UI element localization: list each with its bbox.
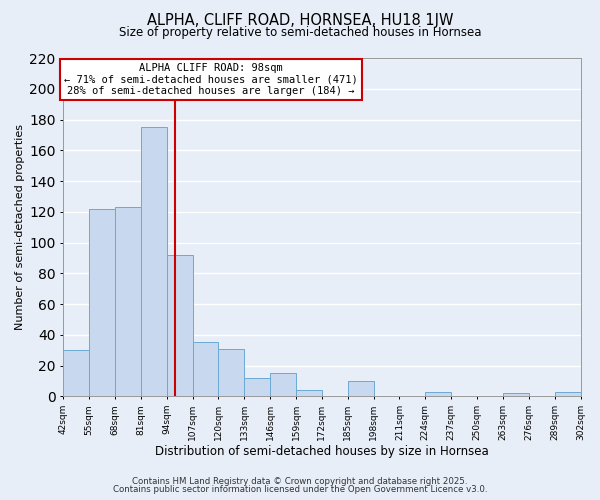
Bar	[244, 378, 270, 396]
Text: Contains public sector information licensed under the Open Government Licence v3: Contains public sector information licen…	[113, 485, 487, 494]
Bar	[503, 393, 529, 396]
Bar	[193, 342, 218, 396]
Text: ALPHA CLIFF ROAD: 98sqm
← 71% of semi-detached houses are smaller (471)
28% of s: ALPHA CLIFF ROAD: 98sqm ← 71% of semi-de…	[64, 63, 358, 96]
Bar	[167, 255, 193, 396]
Y-axis label: Number of semi-detached properties: Number of semi-detached properties	[15, 124, 25, 330]
Bar	[64, 350, 89, 397]
Bar	[218, 348, 244, 397]
Text: Size of property relative to semi-detached houses in Hornsea: Size of property relative to semi-detach…	[119, 26, 481, 39]
X-axis label: Distribution of semi-detached houses by size in Hornsea: Distribution of semi-detached houses by …	[155, 444, 489, 458]
Bar	[348, 381, 374, 396]
Bar	[270, 374, 296, 396]
Text: ALPHA, CLIFF ROAD, HORNSEA, HU18 1JW: ALPHA, CLIFF ROAD, HORNSEA, HU18 1JW	[147, 12, 453, 28]
Text: Contains HM Land Registry data © Crown copyright and database right 2025.: Contains HM Land Registry data © Crown c…	[132, 477, 468, 486]
Bar	[89, 208, 115, 396]
Bar	[141, 127, 167, 396]
Bar	[115, 207, 141, 396]
Bar	[554, 392, 581, 396]
Bar	[425, 392, 451, 396]
Bar	[296, 390, 322, 396]
